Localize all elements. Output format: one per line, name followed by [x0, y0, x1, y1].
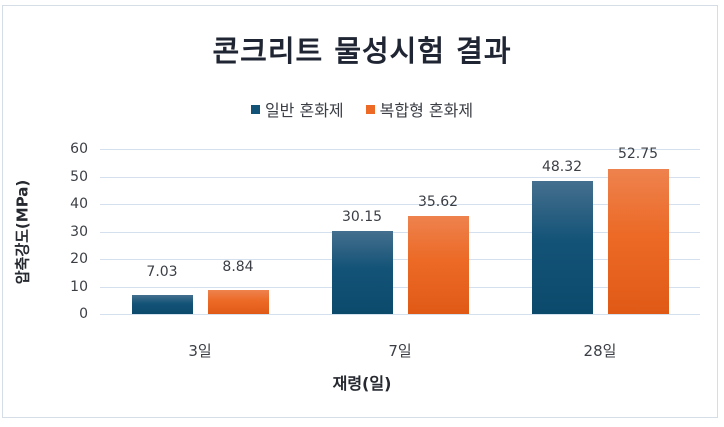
- gridline: [100, 204, 700, 205]
- x-axis-label: 재령(일): [332, 374, 392, 393]
- legend: 일반 혼화제 복합형 혼화제: [0, 97, 724, 121]
- y-tick: 30: [70, 223, 88, 240]
- chart-frame: [2, 5, 718, 418]
- gridline: [100, 149, 700, 150]
- gridline: [100, 259, 700, 260]
- gridline: [100, 231, 700, 233]
- y-axis-label: 압축강도(MPa): [13, 179, 32, 285]
- legend-item-composite-admixture: 복합형 혼화제: [365, 97, 474, 121]
- bar-general-3d: [132, 294, 193, 314]
- chart-title: 콘크리트 물성시험 결과: [212, 34, 512, 68]
- legend-swatch-orange-icon: [365, 104, 375, 114]
- legend-label: 일반 혼화제: [264, 101, 344, 120]
- gridline: [100, 176, 700, 178]
- legend-swatch-blue-icon: [250, 104, 260, 114]
- bar-general-7d: [332, 231, 393, 314]
- data-label: 48.32: [541, 159, 583, 175]
- bar-composite-3d: [208, 289, 269, 314]
- data-label: 7.03: [146, 264, 178, 280]
- y-tick: 20: [70, 251, 88, 267]
- data-label: 8.84: [222, 259, 254, 275]
- data-label: 52.75: [617, 146, 659, 162]
- gridline: [100, 314, 700, 315]
- legend-label: 복합형 혼화제: [379, 101, 474, 120]
- y-tick: 60: [70, 141, 88, 157]
- gridline: [100, 286, 700, 288]
- bar-composite-28d: [608, 168, 669, 314]
- x-tick: 3일: [188, 342, 212, 360]
- data-label: 30.15: [341, 209, 383, 225]
- y-tick: 10: [70, 278, 88, 295]
- bar-composite-7d: [408, 216, 469, 314]
- legend-item-general-admixture: 일반 혼화제: [250, 97, 344, 121]
- x-tick: 7일: [388, 342, 412, 360]
- y-tick: 0: [79, 306, 88, 322]
- bar-general-28d: [532, 181, 593, 314]
- data-label: 35.62: [417, 194, 459, 210]
- plot-area: 60 50 40 30 20 10 0 7.03 8.84 30.15 35.6…: [70, 141, 700, 322]
- y-tick: 50: [70, 168, 88, 185]
- y-tick: 40: [70, 196, 88, 212]
- x-tick: 28일: [583, 342, 617, 360]
